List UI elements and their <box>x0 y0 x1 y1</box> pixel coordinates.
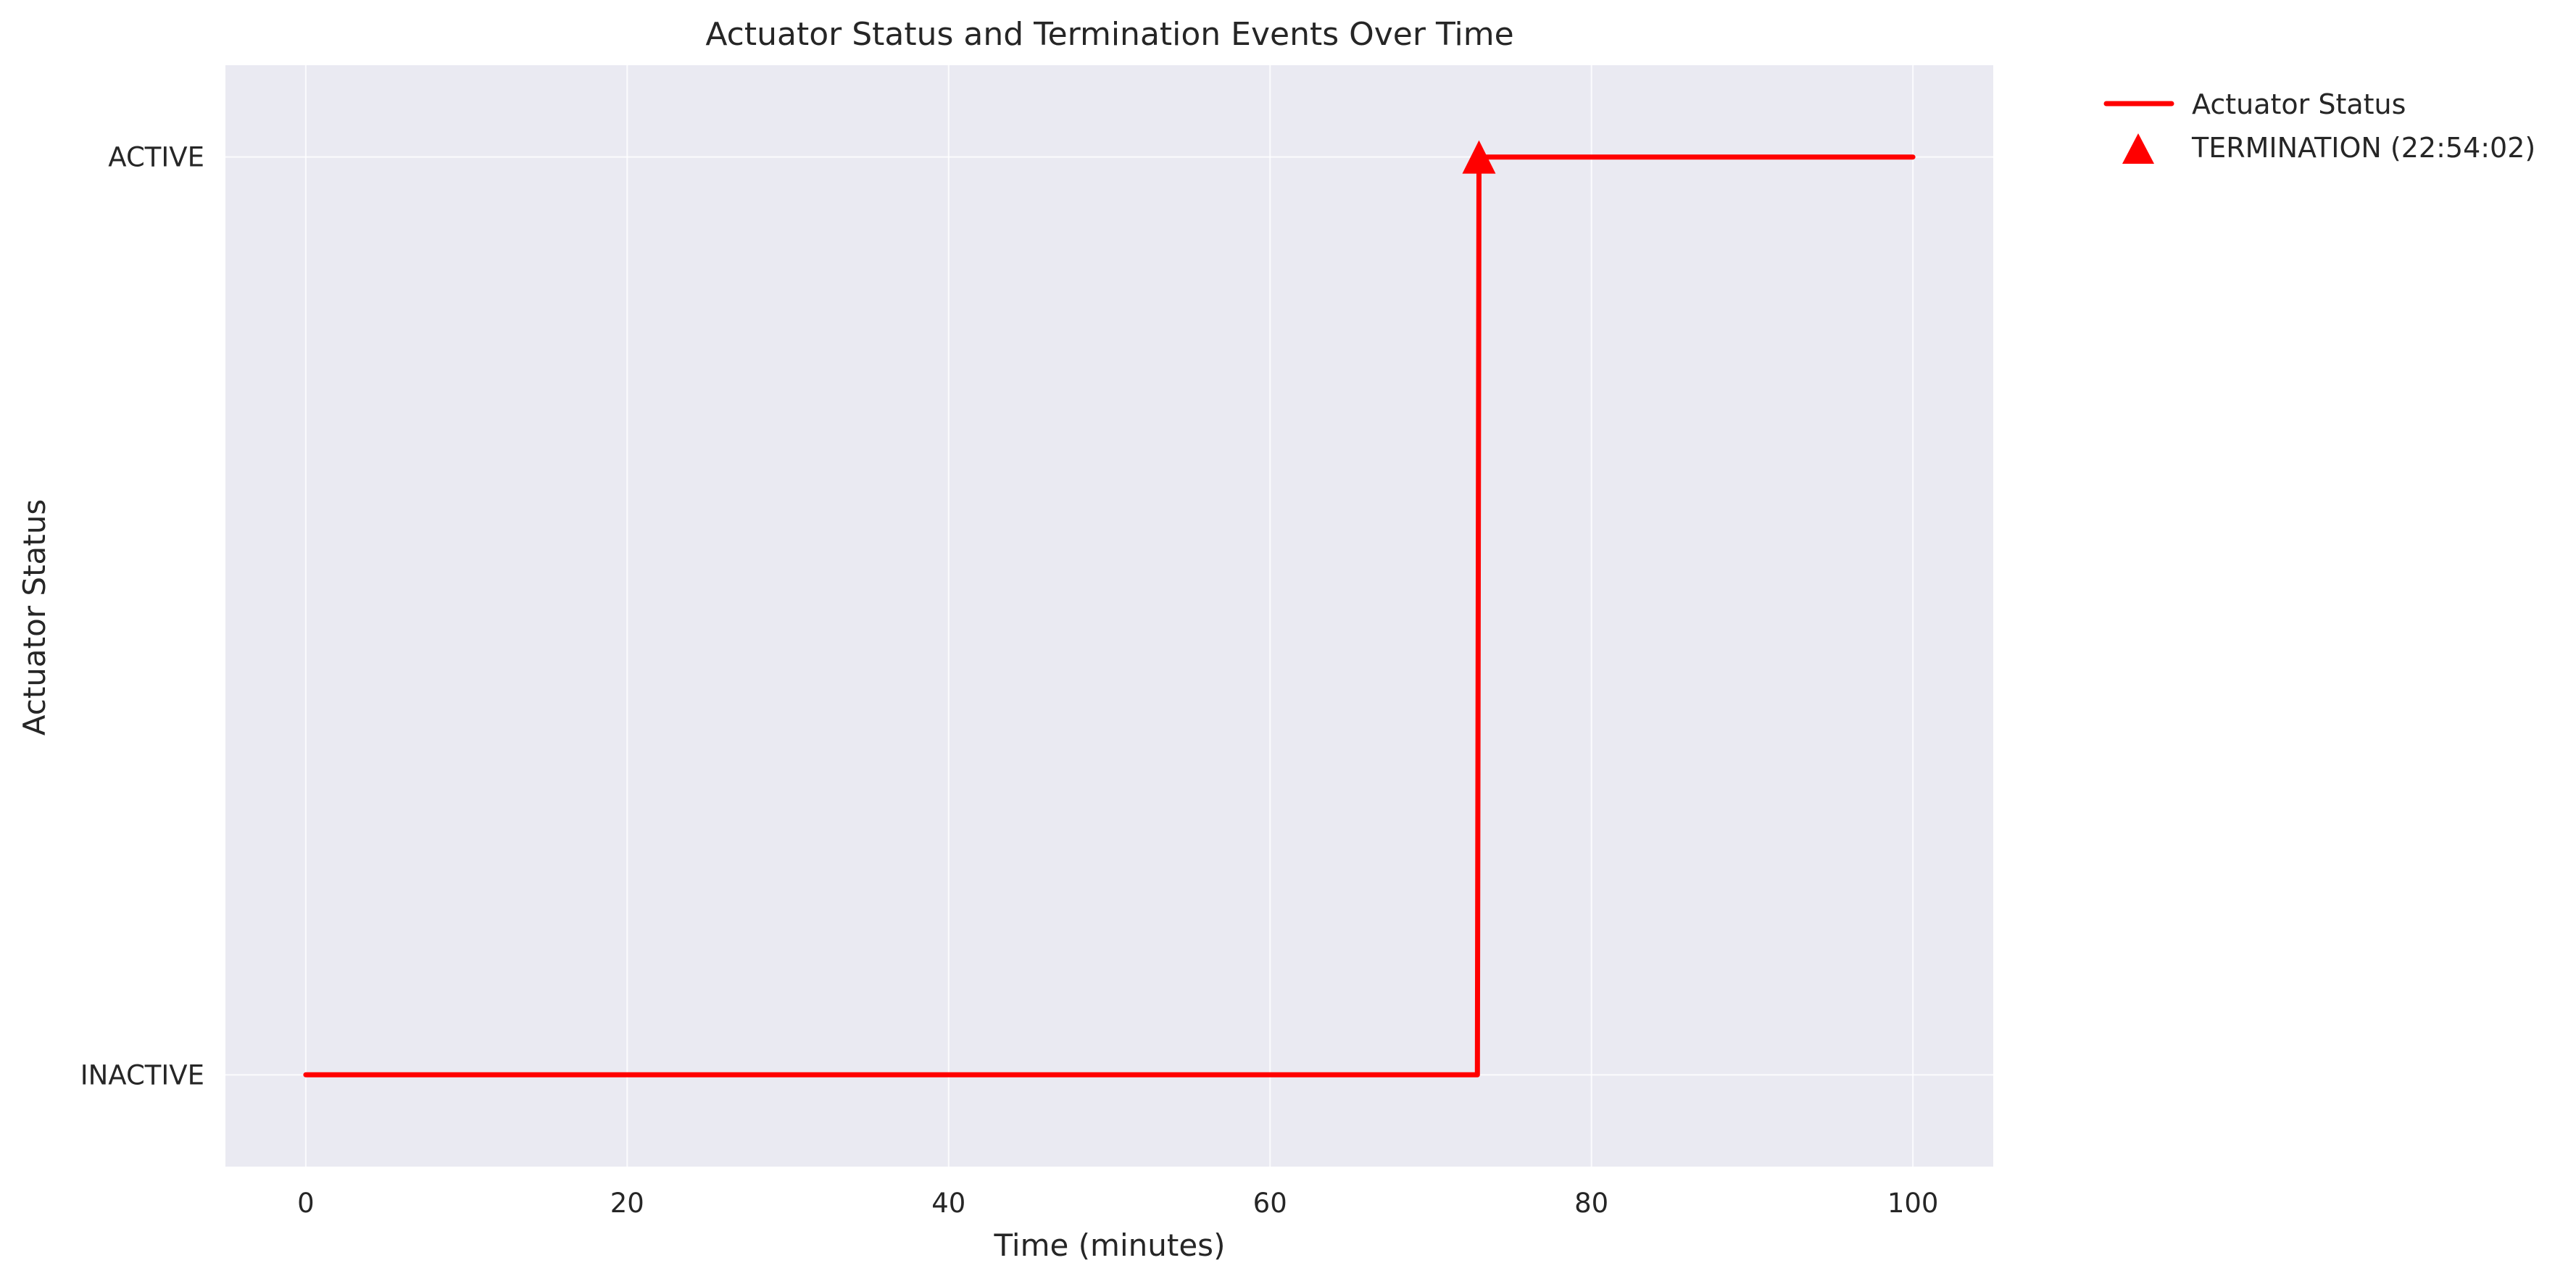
termination-marker-0 <box>1462 140 1496 174</box>
x-tick-label: 40 <box>931 1188 965 1219</box>
y-tick-label: INACTIVE <box>80 1059 204 1091</box>
series-line-0 <box>303 154 1916 1077</box>
tick-layer: 0 20 40 60 80 100 INACTIVE ACTIVE <box>80 142 1939 1219</box>
legend-label-actuator-status: Actuator Status <box>2192 88 2406 120</box>
y-tick-label: ACTIVE <box>108 142 204 173</box>
x-axis-label: Time (minutes) <box>994 1227 1226 1263</box>
chart-title: Actuator Status and Termination Events O… <box>705 16 1513 53</box>
x-tick-label: 60 <box>1253 1188 1287 1219</box>
x-tick-label: 100 <box>1887 1188 1939 1219</box>
plot-area <box>225 65 1993 1167</box>
grid-layer <box>225 65 1993 1167</box>
series-layer <box>303 140 1916 1077</box>
y-axis-label: Actuator Status <box>17 499 52 736</box>
plot-layer <box>225 65 1993 1167</box>
x-tick-label: 20 <box>610 1188 644 1219</box>
x-tick-label: 0 <box>297 1188 315 1219</box>
legend: Actuator Status TERMINATION (22:54:02) <box>2103 88 2535 164</box>
legend-label-termination: TERMINATION (22:54:02) <box>2191 132 2535 164</box>
legend-triangle-marker <box>2122 133 2154 164</box>
x-tick-label: 80 <box>1574 1188 1608 1219</box>
